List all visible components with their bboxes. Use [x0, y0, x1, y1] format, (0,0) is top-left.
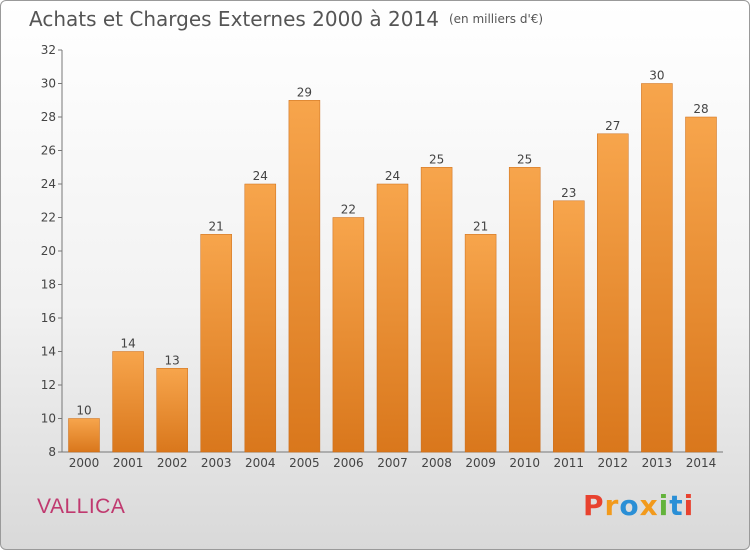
chart-title: Achats et Charges Externes 2000 à 2014 (e… [29, 7, 543, 31]
bar-2002 [156, 368, 188, 453]
value-label: 13 [165, 353, 180, 367]
bar-2011 [553, 200, 585, 453]
bar-2000 [68, 418, 100, 453]
logo-letter: i [683, 489, 695, 522]
logo-letter: i [658, 489, 670, 522]
x-tick-label: 2004 [245, 456, 276, 470]
bar-2013 [641, 83, 673, 453]
commune-name: VALLICA [37, 495, 126, 518]
y-tick-label: 12 [41, 378, 56, 392]
value-label: 21 [473, 219, 488, 233]
axes: 8 10 12 14 16 18 20 22 24 26 28 30 32 2000 2001 2002 200… [41, 43, 723, 470]
value-label: 23 [561, 186, 576, 200]
logo-letter: o [619, 489, 640, 522]
x-tick-label: 2006 [333, 456, 364, 470]
bar-2010 [508, 167, 541, 453]
value-label: 10 [76, 404, 91, 418]
bar-2009 [464, 234, 497, 453]
value-label: 14 [120, 337, 135, 351]
x-tick-label: 2010 [509, 456, 540, 470]
y-tick-label: 18 [41, 278, 56, 292]
value-label: 29 [297, 85, 312, 99]
logo-letter: t [669, 489, 684, 522]
value-label: 30 [649, 69, 664, 83]
x-tick-label: 2002 [157, 456, 188, 470]
y-tick-label: 24 [41, 177, 56, 191]
y-tick-label: 32 [41, 43, 56, 57]
chart-unit: (en milliers d'€) [448, 12, 544, 26]
logo-letter: x [639, 489, 659, 522]
logo-letter: P [583, 489, 605, 522]
x-tick-label: 2012 [598, 456, 629, 470]
y-tick-label: 20 [41, 244, 56, 258]
value-label: 22 [341, 203, 356, 217]
bar-2006 [332, 217, 365, 453]
bar-2004 [244, 183, 277, 453]
y-tick-label: 14 [41, 345, 56, 359]
x-tick-label: 2003 [201, 456, 232, 470]
bar-2007 [376, 183, 409, 453]
y-tick-label: 28 [41, 110, 56, 124]
bar-2003 [200, 234, 232, 453]
bar-2005 [288, 100, 321, 453]
y-tick-label: 8 [48, 445, 56, 459]
y-tick-label: 16 [41, 311, 56, 325]
y-tick-label: 22 [41, 211, 56, 225]
x-tick-label: 2013 [642, 456, 673, 470]
y-tick-label: 10 [41, 412, 56, 426]
x-tick-label: 2011 [554, 456, 585, 470]
value-label: 27 [605, 119, 620, 133]
x-tick-label: 2007 [377, 456, 408, 470]
y-tick-label: 26 [41, 144, 56, 158]
bar-2014 [685, 116, 717, 453]
chart-title-text: Achats et Charges Externes 2000 à 2014 [29, 7, 439, 31]
bar-2012 [597, 133, 629, 453]
bars [68, 83, 717, 453]
y-tick-label: 30 [41, 77, 56, 91]
x-tick-label: 2000 [69, 456, 100, 470]
bar-2008 [420, 167, 453, 453]
x-tick-label: 2008 [421, 456, 452, 470]
value-labels: 10 14 13 21 24 29 22 24 25 21 25 23 27 30 28 [76, 69, 708, 418]
value-label: 25 [429, 152, 444, 166]
logo-letter: r [604, 489, 620, 522]
value-label: 25 [517, 152, 532, 166]
x-tick-label: 2005 [289, 456, 320, 470]
bar-2001 [112, 351, 144, 453]
proxiti-logo[interactable]: Proxiti [583, 489, 694, 522]
x-tick-label: 2001 [113, 456, 144, 470]
x-tick-label: 2009 [465, 456, 496, 470]
value-label: 24 [253, 169, 268, 183]
value-label: 24 [385, 169, 400, 183]
value-label: 21 [209, 219, 224, 233]
x-tick-label: 2014 [686, 456, 717, 470]
value-label: 28 [693, 102, 708, 116]
